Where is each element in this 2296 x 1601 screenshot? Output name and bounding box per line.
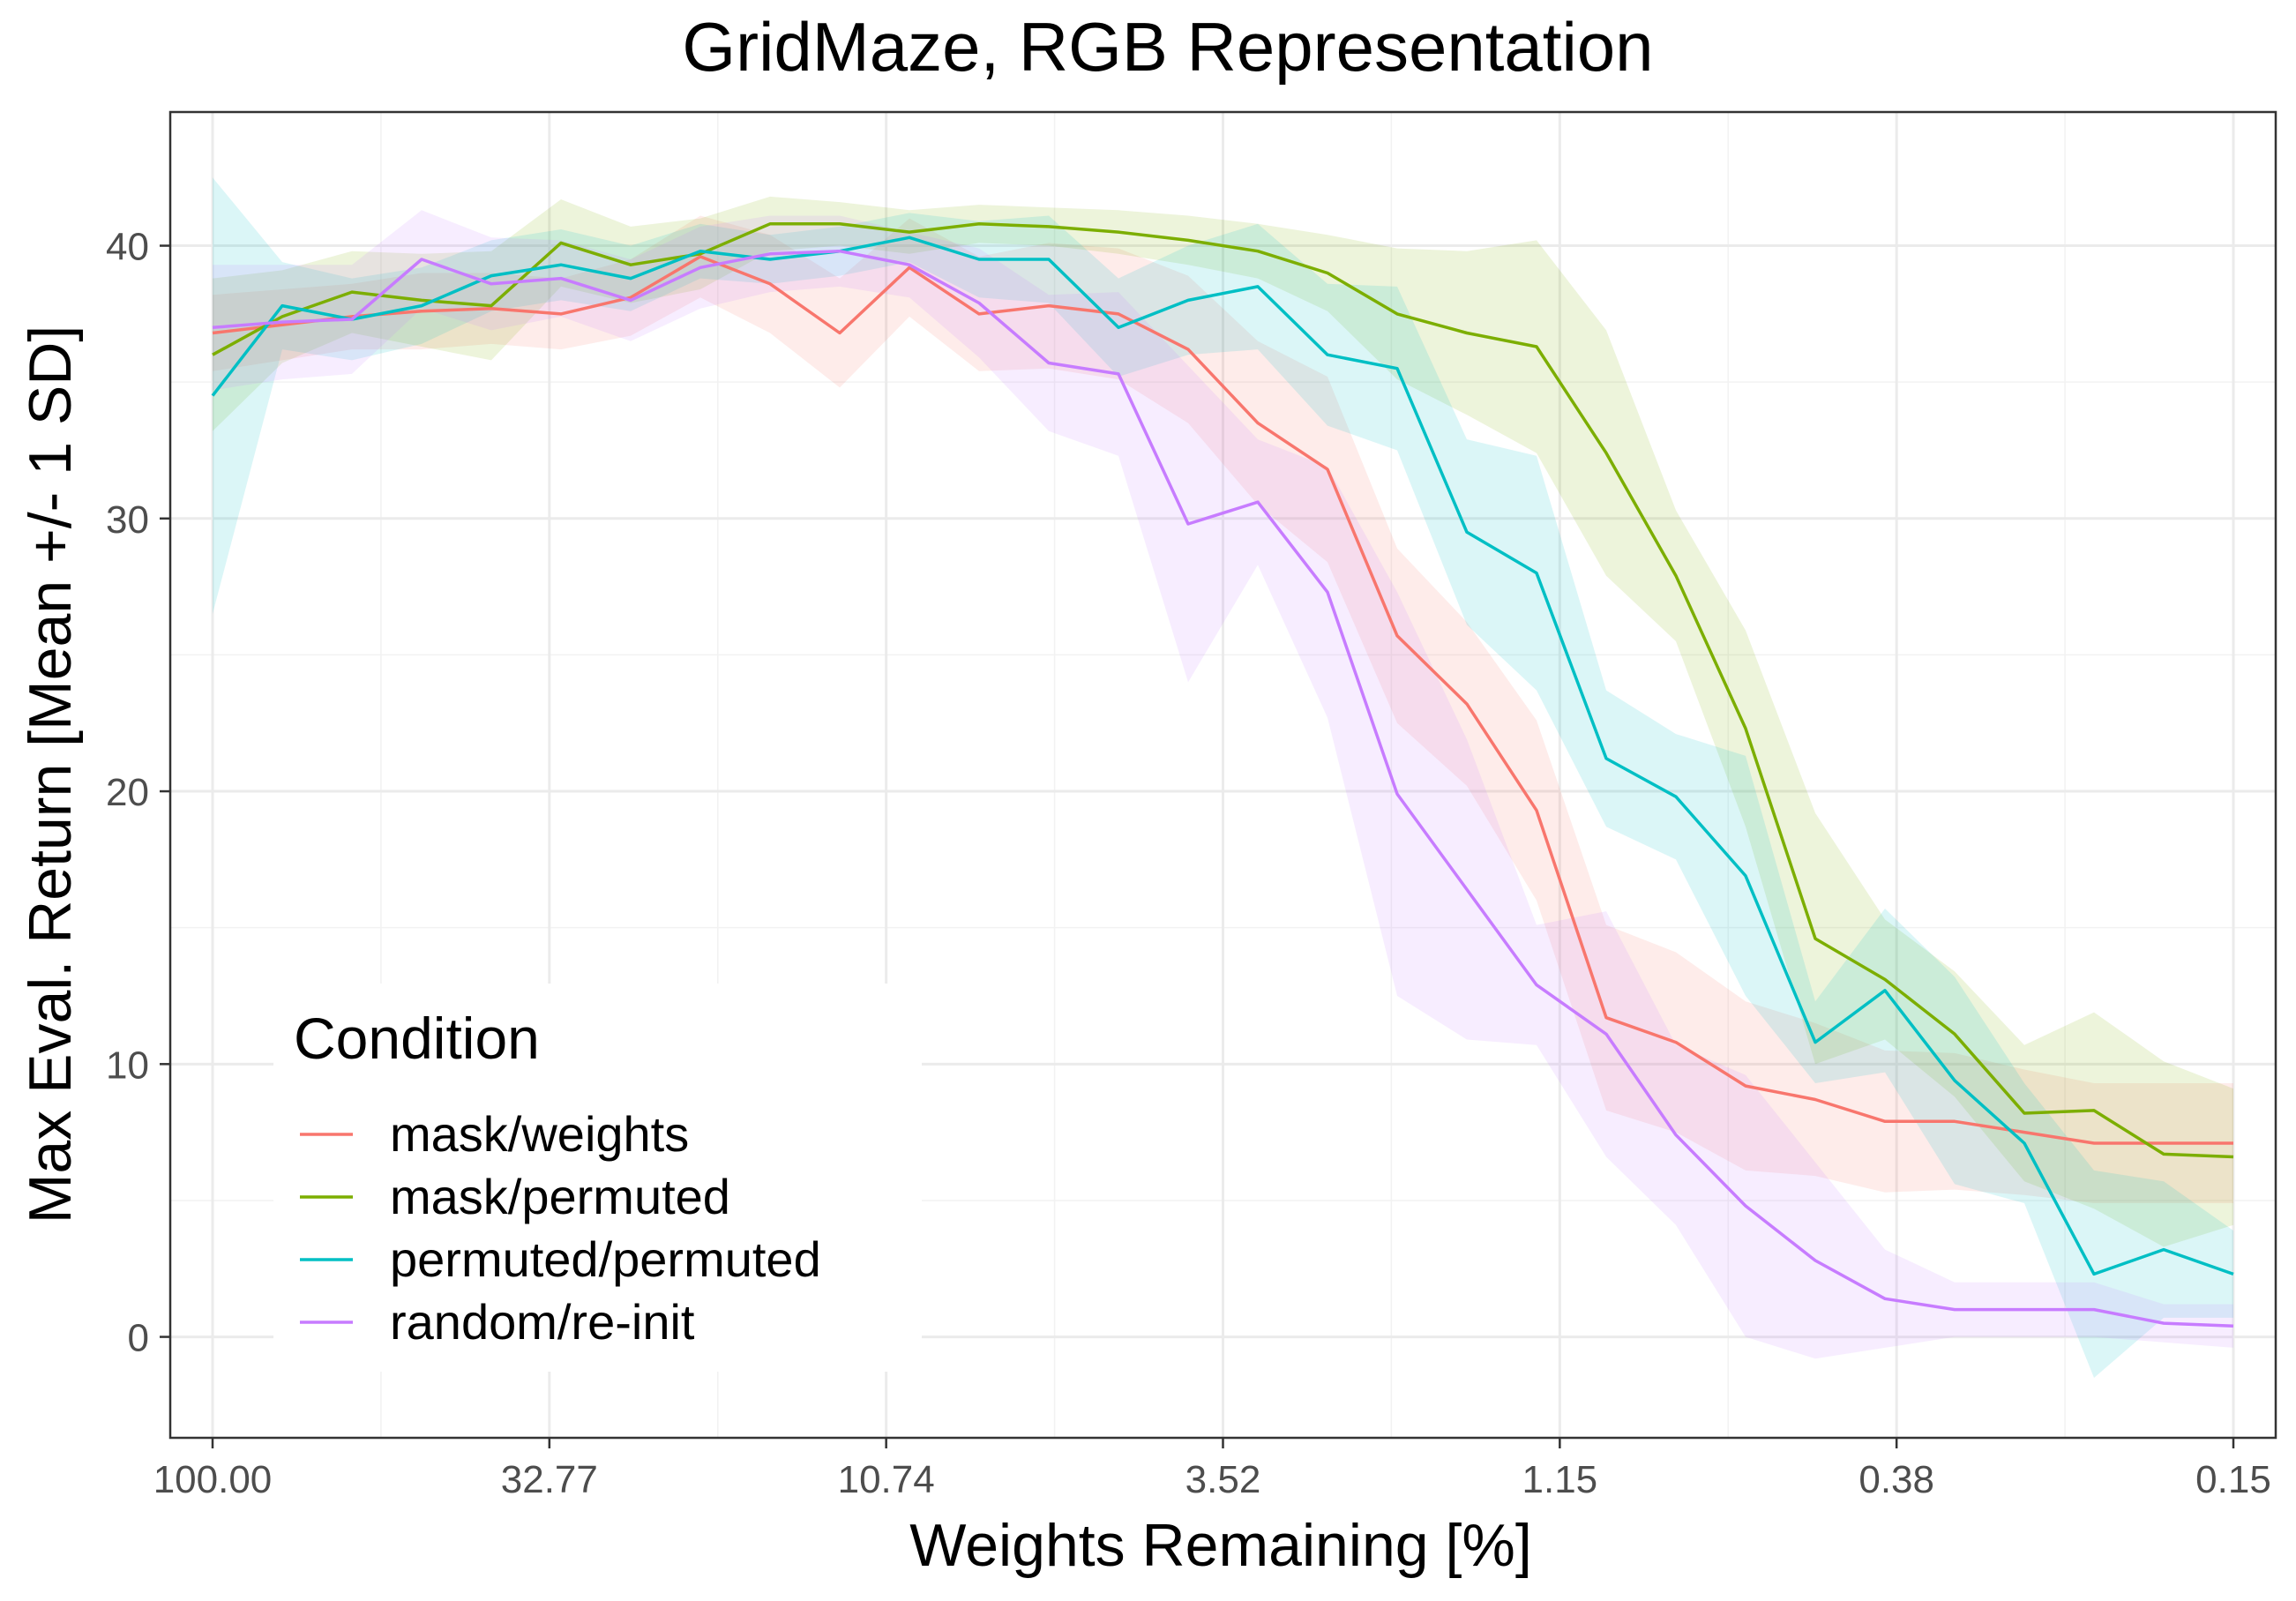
legend-item-random-re-init: random/re-init (300, 1294, 695, 1350)
ribbon-mask-permuted (213, 196, 2233, 1247)
y-tick-label: 0 (128, 1317, 149, 1360)
line-mask-weights (212, 255, 2233, 1145)
legend-item-mask-weights: mask/weights (300, 1106, 689, 1162)
ribbon-layer (213, 177, 2233, 1379)
legend-label: mask/permuted (390, 1169, 730, 1224)
x-axis-label: Weights Remaining [%] (909, 1512, 1532, 1579)
x-tick-label: 0.15 (2195, 1458, 2271, 1501)
legend: Condition mask/weights mask/permuted permu… (273, 984, 922, 1372)
line-mask-permuted (212, 222, 2234, 1159)
x-tick-label: 10.74 (838, 1458, 935, 1501)
x-tick-label: 100.00 (153, 1458, 273, 1501)
legend-item-mask-permuted: mask/permuted (300, 1169, 730, 1224)
y-axis-label: Max Eval. Return [Mean +/- 1 SD] (17, 325, 84, 1224)
line-permuted-permuted (211, 236, 2234, 1276)
ribbon-permuted-permuted (213, 177, 2233, 1379)
x-tick-label: 3.52 (1185, 1458, 1261, 1501)
ribbon-mask-weights (213, 215, 2233, 1203)
line-random-re-init (212, 249, 2234, 1328)
y-tick-label: 10 (106, 1044, 149, 1087)
y-tick-label: 40 (106, 226, 149, 269)
y-tick-label: 20 (106, 771, 149, 814)
legend-item-permuted-permuted: permuted/permuted (300, 1231, 821, 1287)
legend-title: Condition (294, 1006, 540, 1071)
legend-label: random/re-init (390, 1294, 695, 1350)
x-tick-label: 32.77 (501, 1458, 598, 1501)
y-axis-ticks: 0 10 20 30 40 (106, 226, 170, 1360)
x-tick-label: 1.15 (1522, 1458, 1598, 1501)
x-tick-label: 0.38 (1858, 1458, 1934, 1501)
ribbon-random-re-init (213, 210, 2233, 1359)
chart-title: GridMaze, RGB Representation (682, 8, 1653, 86)
x-axis-ticks: 100.00 32.77 10.74 3.52 1.15 0.38 0.15 (153, 1438, 2271, 1501)
line-layer (211, 222, 2234, 1328)
legend-label: mask/weights (390, 1106, 689, 1162)
legend-items: mask/weights mask/permuted permuted/permut… (300, 1106, 821, 1350)
legend-label: permuted/permuted (390, 1231, 821, 1287)
legend-background (273, 984, 922, 1372)
y-tick-label: 30 (106, 498, 149, 542)
